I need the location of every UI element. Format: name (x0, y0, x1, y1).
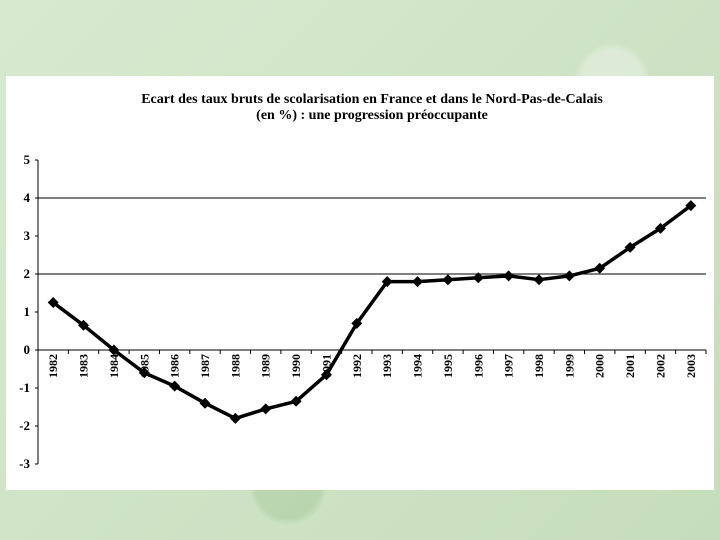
y-tick-label: -1 (19, 380, 30, 395)
x-tick-label: 1989 (259, 354, 273, 378)
data-point (685, 200, 697, 212)
data-point (260, 403, 272, 415)
x-tick-label: 1996 (471, 354, 485, 378)
grid-layer (38, 197, 706, 275)
data-point (442, 274, 454, 286)
data-point (412, 276, 424, 288)
x-tick-label: 1984 (107, 354, 121, 378)
data-point (320, 369, 332, 381)
data-point (47, 297, 59, 308)
data-point (594, 262, 606, 274)
data-point (563, 270, 575, 282)
x-tick-label: 2001 (623, 354, 637, 378)
x-tick-label: 1992 (350, 354, 364, 378)
data-point (654, 222, 666, 234)
y-tick-label: -3 (19, 456, 30, 471)
x-tick-label: 2000 (593, 354, 607, 378)
x-tick-label: 1995 (441, 354, 455, 378)
y-tick-label: 2 (24, 266, 31, 281)
data-point (381, 276, 393, 288)
chart: Ecart des taux bruts de scolarisation en… (19, 92, 707, 471)
data-point (229, 412, 241, 424)
series-layer (47, 200, 697, 424)
data-point (503, 270, 515, 282)
chart-title: Ecart des taux bruts de scolarisation en… (141, 92, 603, 107)
data-point (108, 344, 120, 356)
y-tick-label: -2 (19, 418, 30, 433)
x-tick-label: 1982 (46, 354, 60, 378)
x-tick-label: 1998 (532, 354, 546, 378)
data-point (533, 274, 545, 286)
x-tick-label: 2002 (653, 354, 667, 378)
data-point (624, 241, 636, 253)
x-tick-label: 1987 (198, 354, 212, 378)
x-tick-label: 1986 (168, 354, 182, 378)
y-tick-label: 4 (24, 190, 31, 205)
x-tick-label: 1988 (228, 354, 242, 378)
data-point (138, 367, 150, 379)
x-tick-label: 1997 (502, 354, 516, 378)
x-tick-label: 1999 (562, 354, 576, 378)
x-tick-label: 1994 (411, 354, 425, 378)
data-point (351, 317, 363, 329)
x-tick-layer: 1982 1983 1984 1985 1986 1987 1988 1989 1990 1991… (37, 350, 707, 378)
y-tick-layer: 5 4 3 2 1 0 -1 -2 -3 (19, 152, 38, 471)
axis-layer (37, 160, 706, 464)
y-tick-label: 5 (24, 152, 31, 167)
y-tick-label: 3 (24, 228, 31, 243)
data-point (290, 395, 302, 407)
data-point (169, 380, 181, 392)
x-tick-label: 2003 (684, 354, 698, 378)
y-tick-label: 0 (24, 342, 31, 357)
x-tick-label: 1983 (77, 354, 91, 378)
series-line (52, 204, 692, 421)
data-point (472, 272, 484, 284)
x-tick-label: 1990 (289, 354, 303, 378)
y-tick-label: 1 (24, 304, 31, 319)
data-point (78, 319, 90, 331)
chart-panel: Ecart des taux bruts de scolarisation en… (6, 76, 714, 490)
chart-subtitle: (en %) : une progression préoccupante (256, 108, 488, 123)
data-point (199, 397, 211, 409)
x-tick-label: 1993 (380, 354, 394, 378)
